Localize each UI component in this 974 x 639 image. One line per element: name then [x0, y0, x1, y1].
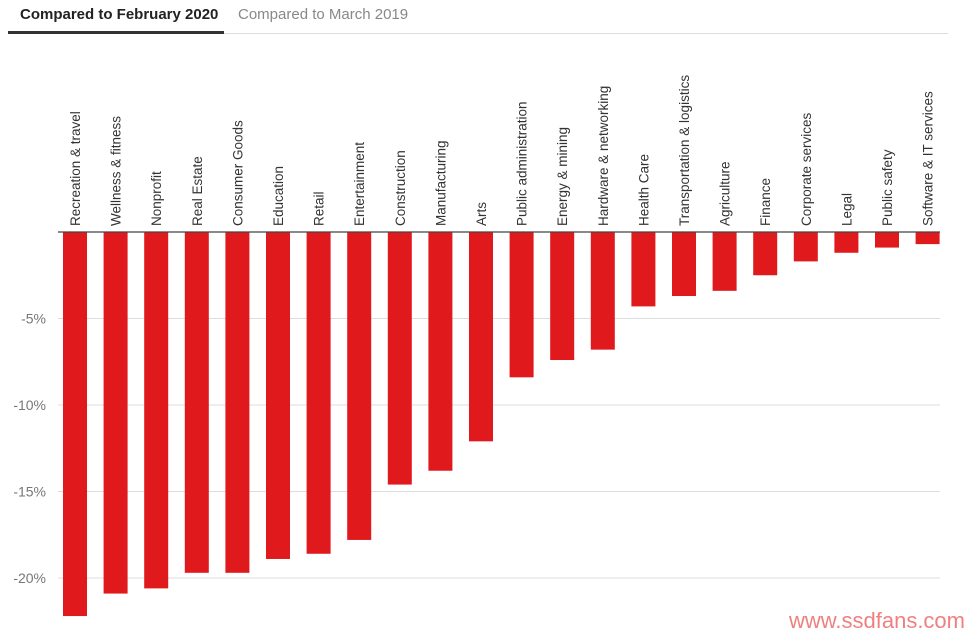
tab-bar: Compared to February 2020 Compared to Ma… [8, 0, 948, 34]
tab-bar-underline [420, 0, 948, 34]
bar [428, 232, 453, 471]
bar [509, 232, 534, 378]
bar [184, 232, 209, 573]
bar [469, 232, 493, 442]
bar [550, 232, 575, 361]
category-labels: Recreation & travel Wellness & fitness Non… [68, 75, 936, 226]
category-label: Entertainment [352, 142, 367, 226]
category-label: Public safety [880, 149, 895, 226]
category-label: Transportation & logistics [677, 75, 692, 226]
category-label: Public administration [515, 101, 530, 226]
bar [793, 232, 818, 262]
bar [915, 232, 940, 245]
category-label: Manufacturing [433, 140, 448, 226]
y-tick-label: -20% [13, 570, 46, 586]
category-label: Energy & mining [555, 127, 570, 226]
bar [631, 232, 656, 307]
category-label: Wellness & fitness [109, 116, 124, 226]
y-tick-label: -15% [13, 484, 46, 500]
bar [266, 232, 290, 559]
watermark-text: www.ssdfans.com [788, 608, 965, 633]
bar [712, 232, 737, 291]
y-tick-label: -5% [21, 311, 46, 327]
bar [225, 232, 250, 573]
bar [144, 232, 169, 589]
category-label: Retail [312, 191, 327, 226]
bar [834, 232, 859, 253]
bar [63, 232, 87, 617]
category-label: Legal [839, 193, 854, 226]
bar [347, 232, 372, 540]
bars [63, 232, 940, 617]
bar [753, 232, 778, 276]
category-label: Finance [758, 178, 773, 226]
bar [306, 232, 331, 554]
category-label: Nonprofit [149, 171, 164, 226]
tab-compared-mar-2019[interactable]: Compared to March 2019 [224, 0, 421, 34]
category-label: Health Care [636, 154, 651, 226]
tab-compared-feb-2020[interactable]: Compared to February 2020 [8, 0, 224, 34]
category-label: Consumer Goods [230, 120, 245, 226]
category-label: Education [271, 166, 286, 226]
y-tick-labels: -5% -10% -15% -20% [13, 311, 46, 587]
bar [875, 232, 899, 248]
category-label: Arts [474, 202, 489, 226]
category-label: Real Estate [190, 156, 205, 226]
category-label: Corporate services [799, 112, 814, 226]
bar [672, 232, 696, 297]
category-label: Agriculture [718, 161, 733, 226]
category-label: Recreation & travel [68, 111, 83, 226]
category-label: Hardware & networking [596, 86, 611, 226]
category-label: Software & IT services [921, 91, 936, 226]
bar [387, 232, 412, 485]
bar [590, 232, 615, 350]
bar [103, 232, 128, 594]
category-label: Construction [393, 150, 408, 226]
y-tick-label: -10% [13, 397, 46, 413]
